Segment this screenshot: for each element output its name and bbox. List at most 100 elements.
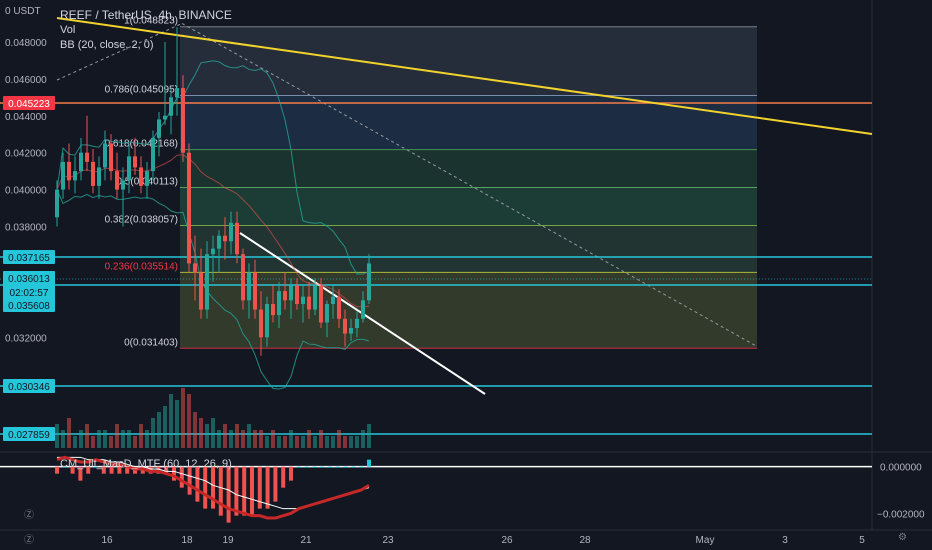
candle-body — [115, 171, 119, 190]
symbol-title[interactable]: REEF / TetherUS, 4h, BINANCE — [60, 8, 232, 22]
candle-body — [325, 304, 329, 323]
macd-histogram-bar — [335, 466, 340, 468]
macd-histogram-bar — [265, 466, 270, 509]
price-tick-label: 0.038000 — [5, 223, 47, 234]
candle-body — [331, 296, 335, 305]
macd-histogram-bar — [94, 466, 98, 468]
volume-bar — [169, 394, 173, 448]
settings-icon[interactable]: ⚙ — [898, 532, 907, 543]
macd-histogram-bar — [203, 466, 208, 509]
price-tick-label: 0.042000 — [5, 149, 47, 160]
macd-histogram-bar — [273, 466, 278, 502]
volume-bar — [133, 436, 137, 448]
bb-indicator-label[interactable]: BB (20, close, 2, 0) — [60, 39, 154, 51]
macd-histogram-bar — [117, 466, 122, 474]
volume-bar — [301, 436, 305, 448]
volume-bar — [283, 436, 287, 448]
candle-body — [265, 304, 269, 338]
volume-bar — [361, 430, 365, 448]
volume-bar — [67, 418, 71, 448]
volume-bar — [295, 436, 299, 448]
chart-legend: REEF / TetherUS, 4h, BINANCE Vol BB (20,… — [60, 8, 232, 53]
vol-indicator-label[interactable]: Vol — [60, 24, 76, 36]
candle-body — [229, 222, 233, 242]
fib-trend-dashed — [181, 23, 758, 347]
candle-body — [277, 291, 281, 316]
volume-bar — [73, 436, 77, 448]
candle-body — [355, 318, 359, 329]
volume-bar — [103, 430, 107, 448]
volume-bar — [223, 424, 227, 448]
volume-bar — [337, 430, 341, 448]
volume-bar — [211, 418, 215, 448]
volume-bar — [163, 406, 167, 448]
macd-histogram-bar — [250, 466, 254, 516]
timezone-icon[interactable]: Ⓩ — [24, 535, 34, 546]
macd-histogram-bar — [109, 466, 114, 474]
candle-body — [193, 263, 197, 273]
candle-body — [343, 318, 347, 334]
volume-bar — [121, 430, 125, 448]
macd-tick-label: −0.002000 — [877, 509, 925, 520]
zoom-icon[interactable]: Ⓩ — [24, 510, 34, 521]
volume-bar — [325, 436, 329, 448]
price-tick-label: 0.032000 — [5, 333, 47, 344]
volume-bar — [343, 436, 347, 448]
macd-histogram-bar — [351, 466, 356, 468]
volume-bar — [229, 430, 233, 448]
macd-indicator-label[interactable]: CM_Ult_MacD_MTF (60, 12, 26, 9) — [60, 458, 232, 470]
macd-histogram-bar — [78, 466, 83, 481]
volume-bar — [61, 430, 65, 448]
candle-body — [91, 161, 95, 186]
price-tag-label: 0.037165 — [8, 253, 50, 264]
macd-histogram-bar — [101, 466, 106, 474]
candle-body — [205, 254, 209, 310]
fib-level-label: 0.786(0.045095) — [105, 85, 178, 96]
macd-histogram-bar — [187, 466, 192, 495]
price-tag-label: 02:02:57 — [10, 288, 49, 299]
volume-bar — [355, 436, 359, 448]
fib-zone — [180, 187, 757, 226]
candle-body — [121, 180, 125, 190]
volume-bar — [265, 436, 269, 448]
volume-bar — [277, 436, 281, 448]
candle-body — [235, 222, 239, 255]
price-tick-label: 0.040000 — [5, 186, 47, 197]
candle-body — [253, 272, 257, 310]
volume-bar — [271, 430, 275, 448]
price-tag-label: 0.030346 — [8, 382, 50, 393]
macd-histogram-bar — [304, 466, 309, 468]
fib-zone — [180, 225, 757, 273]
candle-body — [307, 296, 311, 310]
candle-body — [187, 152, 191, 264]
price-tag-label: 0.045223 — [8, 99, 50, 110]
macd-histogram-bar — [234, 466, 239, 516]
time-tick-label: 19 — [222, 535, 234, 546]
volume-bar — [247, 424, 251, 448]
macd-histogram-bar — [359, 466, 364, 468]
price-tag-label: 0.036013 — [8, 274, 50, 285]
volume-bar — [181, 388, 185, 448]
candle-body — [79, 152, 83, 172]
candle-body — [103, 143, 107, 168]
volume-bar — [157, 412, 161, 448]
candle-body — [73, 171, 77, 181]
time-tick-label: 5 — [859, 535, 865, 546]
volume-bar — [217, 430, 221, 448]
volume-bar — [331, 436, 335, 448]
macd-histogram-bar — [70, 466, 75, 474]
price-tag — [3, 379, 55, 393]
candle-body — [283, 291, 287, 301]
candle-body — [241, 254, 245, 301]
volume-bar — [205, 424, 209, 448]
candle-body — [151, 137, 155, 172]
macd-histogram-bar — [312, 466, 317, 468]
macd-line — [56, 455, 370, 520]
candle-body — [163, 115, 167, 120]
volume-bar — [139, 424, 143, 448]
candle-body — [61, 161, 65, 190]
price-tag — [3, 96, 55, 110]
macd-histogram-bar — [320, 466, 325, 468]
